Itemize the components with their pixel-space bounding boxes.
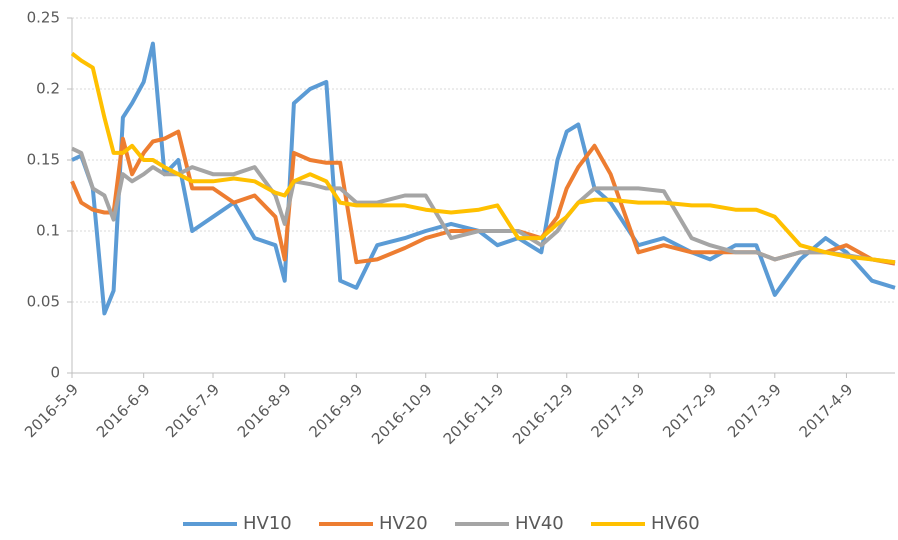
series-line	[70, 51, 896, 265]
x-tick-label: 2016-12-9	[509, 380, 577, 448]
y-tick-label: 0.15	[27, 151, 60, 169]
legend-label: HV60	[651, 513, 700, 534]
series-line	[71, 146, 896, 265]
y-tick-label: 0.05	[27, 293, 60, 311]
x-tick-label: 2016-7-9	[162, 380, 223, 441]
y-tick-label: 0.25	[27, 9, 60, 27]
legend-label: HV20	[379, 513, 428, 534]
x-tick-label: 2017-4-9	[796, 380, 857, 441]
x-tick-label: 2016-9-9	[305, 380, 366, 441]
y-tick-label: 0.2	[36, 80, 60, 98]
y-tick-label: 0.1	[36, 222, 60, 240]
x-tick-label: 2017-2-9	[659, 380, 720, 441]
series-line	[71, 41, 896, 316]
legend-label: HV40	[515, 513, 564, 534]
x-tick-label: 2017-1-9	[588, 380, 649, 441]
x-tick-label: 2016-11-9	[440, 380, 508, 448]
series-line	[70, 129, 896, 266]
x-tick-label: 2017-3-9	[724, 380, 785, 441]
legend-label: HV10	[243, 513, 292, 534]
x-tick-label: 2016-10-9	[368, 380, 436, 448]
x-tick-label: 2016-5-9	[21, 380, 82, 441]
x-tick-label: 2016-6-9	[93, 380, 154, 441]
x-tick-label: 2016-8-9	[234, 380, 295, 441]
y-tick-label: 0	[50, 364, 60, 382]
